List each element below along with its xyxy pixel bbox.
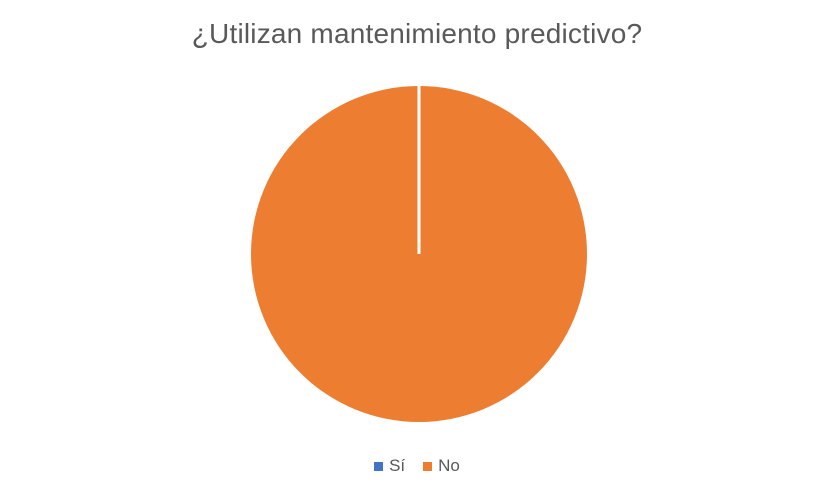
pie-slices (251, 86, 587, 422)
legend-swatch-no (423, 461, 433, 471)
legend-item-no: No (423, 456, 460, 476)
legend-item-si: Sí (374, 456, 405, 476)
chart-title: ¿Utilizan mantenimiento predictivo? (191, 18, 643, 49)
legend-label-no: No (438, 456, 460, 475)
chart-legend: Sí No (0, 456, 834, 476)
legend-label-si: Sí (389, 456, 406, 475)
legend-swatch-si (374, 461, 384, 471)
